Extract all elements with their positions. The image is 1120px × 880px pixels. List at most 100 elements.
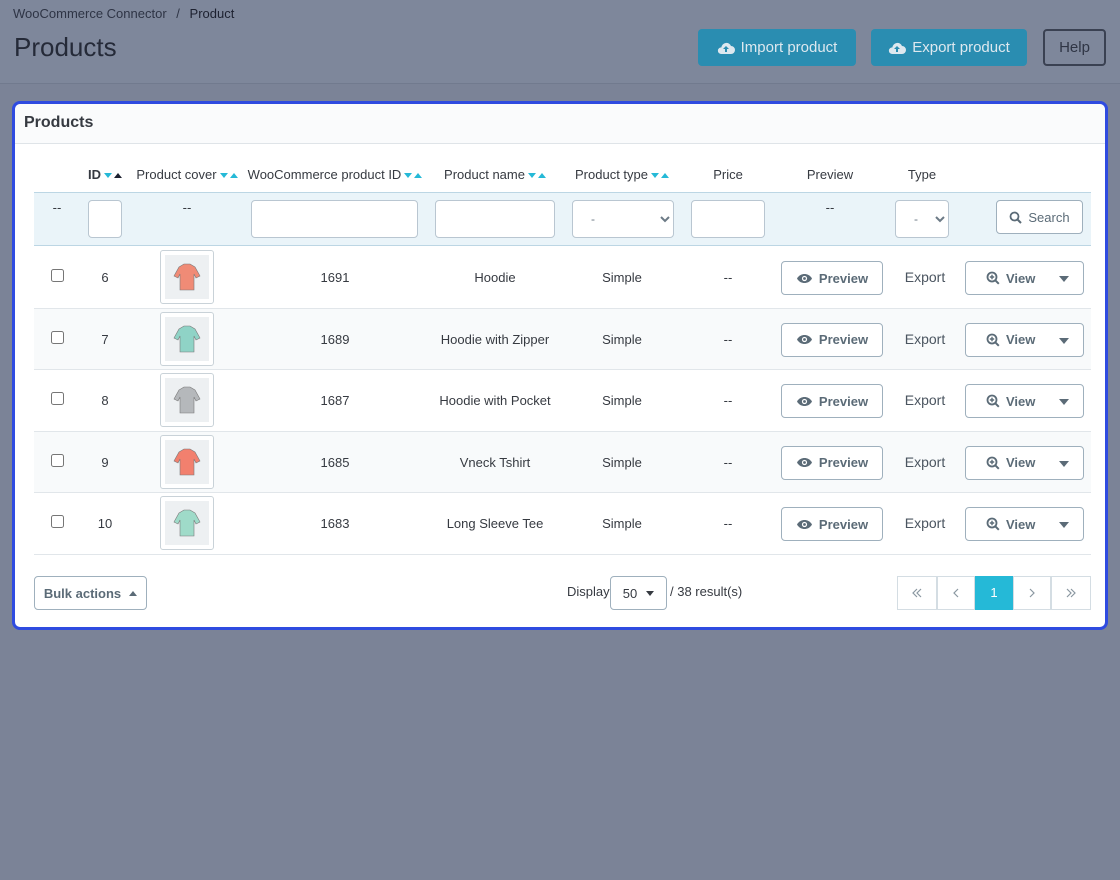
sort-icons[interactable] (101, 167, 122, 182)
view-button[interactable]: View (965, 384, 1084, 418)
product-type: Simple (602, 516, 642, 531)
preview-button[interactable]: Preview (781, 507, 883, 541)
column-header: Product name (385, 165, 605, 185)
price: -- (723, 331, 733, 347)
preview-button[interactable]: Preview (781, 384, 883, 418)
row-checkbox[interactable] (51, 392, 64, 405)
product-name: Vneck Tshirt (459, 454, 531, 470)
sort-icons[interactable] (648, 167, 669, 182)
button-label: View (1006, 270, 1036, 286)
zoom-icon (986, 333, 1000, 347)
product-name: Long Sleeve Tee (446, 516, 544, 531)
preview-button[interactable]: Preview (781, 322, 883, 357)
column-header: Product cover (77, 165, 297, 185)
filter-input[interactable] (88, 200, 122, 238)
row-id: 7 (101, 331, 109, 347)
row-id: 9 (101, 454, 109, 470)
product-name: Hoodie with Pocket (439, 393, 551, 408)
row-id: 8 (101, 393, 109, 408)
eye-icon (796, 396, 812, 406)
row-checkbox[interactable] (51, 453, 64, 467)
view-button[interactable]: View (965, 445, 1084, 480)
filter-input[interactable] (251, 200, 418, 238)
woo-id: 1689 (320, 331, 350, 347)
price: -- (723, 270, 733, 285)
sort-icons[interactable] (217, 167, 238, 182)
export-button[interactable]: Export product (871, 29, 1027, 66)
dropdown-caret[interactable] (1059, 337, 1069, 344)
breadcrumb: WooCommerce Connector / Product (13, 6, 235, 21)
eye-icon (796, 335, 812, 344)
button-label: View (1006, 455, 1036, 470)
view-button[interactable]: View (965, 261, 1084, 295)
cloud-icon (889, 42, 907, 54)
export-label: Export (904, 392, 946, 408)
cloud-icon (717, 42, 735, 54)
product-type: Simple (602, 331, 642, 347)
price: -- (723, 393, 733, 408)
zoom-icon (986, 517, 1000, 531)
page-nav[interactable] (937, 576, 975, 610)
filter-empty: -- (182, 200, 192, 215)
zoom-icon (986, 394, 1000, 408)
bulk-actions-button[interactable]: Bulk actions (34, 576, 147, 610)
chevron-icon (953, 588, 959, 598)
breadcrumb-link[interactable]: WooCommerce Connector (13, 6, 167, 21)
row-checkbox[interactable] (51, 269, 64, 282)
dropdown-caret[interactable] (1059, 399, 1069, 405)
search-icon (1009, 211, 1023, 224)
button-label: View (1006, 332, 1036, 347)
search-button[interactable]: Search (996, 200, 1083, 234)
product-cover (160, 311, 214, 366)
dropdown-caret[interactable] (1059, 522, 1069, 528)
page-nav[interactable] (1051, 576, 1091, 610)
row-id: 6 (101, 270, 109, 285)
row-checkbox[interactable] (51, 515, 64, 528)
cover-image (165, 378, 209, 422)
button-label: Preview (818, 270, 869, 286)
preview-button[interactable]: Preview (781, 261, 883, 295)
button-label: Export product (912, 39, 1010, 56)
filter-input[interactable] (691, 200, 765, 238)
product-name: Hoodie with Zipper (440, 331, 550, 347)
price: -- (723, 516, 733, 531)
export-label: Export (904, 269, 946, 285)
zoom-icon (986, 456, 1000, 470)
zoom-icon (986, 271, 1000, 285)
row-id: 10 (97, 516, 113, 531)
preview-button[interactable]: Preview (781, 445, 883, 480)
filter-input[interactable] (435, 200, 555, 238)
results-count: / 38 result(s) (670, 584, 743, 599)
filter-empty: -- (52, 200, 62, 215)
product-cover (160, 434, 214, 489)
row-checkbox[interactable] (51, 330, 64, 344)
view-button[interactable]: View (965, 507, 1084, 541)
woo-id: 1685 (320, 454, 350, 470)
dropdown-caret[interactable] (1059, 276, 1069, 282)
display-label: Display (567, 584, 610, 599)
filter-select[interactable]: - (572, 200, 674, 238)
caret-up (129, 590, 138, 596)
per-page-value: 50 (622, 585, 638, 601)
view-button[interactable]: View (965, 322, 1084, 357)
filter-select[interactable]: - (895, 200, 949, 238)
page-nav[interactable] (897, 576, 937, 610)
eye-icon (796, 273, 812, 283)
help-button[interactable]: Help (1043, 29, 1106, 66)
sort-icons[interactable] (401, 167, 423, 182)
dropdown-caret[interactable] (1059, 460, 1069, 467)
column-header: Product type (512, 165, 732, 185)
page-nav[interactable] (1013, 576, 1051, 610)
woo-id: 1691 (320, 270, 350, 285)
button-label: Search (1028, 209, 1070, 225)
product-cover (160, 250, 214, 304)
button-label: Preview (818, 332, 869, 347)
sort-icons[interactable] (525, 167, 546, 182)
current-page[interactable]: 1 (975, 576, 1013, 610)
caret-down (646, 590, 655, 596)
column-header: WooCommerce product ID (225, 165, 445, 185)
product-type: Simple (602, 270, 642, 285)
import-button[interactable]: Import product (698, 29, 856, 66)
per-page-select[interactable]: 50 (610, 576, 667, 610)
